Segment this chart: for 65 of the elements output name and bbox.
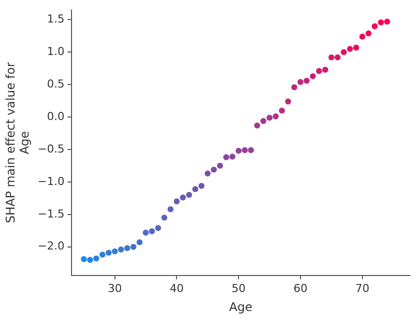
point	[148, 228, 155, 234]
y-tick-label: −1.0	[38, 174, 65, 188]
y-tick-label: −2.0	[38, 240, 65, 253]
x-tick-label: 70	[355, 282, 370, 295]
point	[291, 84, 298, 90]
point	[384, 18, 390, 25]
point	[155, 225, 162, 232]
x-tick-label: 40	[170, 282, 184, 295]
x-axis-title: Age	[229, 300, 252, 314]
point	[340, 49, 347, 56]
point	[93, 256, 100, 262]
point	[118, 246, 124, 252]
point	[130, 244, 136, 250]
x-tick-label: 60	[293, 282, 308, 295]
point	[266, 114, 273, 121]
x-tick-label: 50	[232, 282, 246, 295]
point	[192, 186, 198, 192]
point	[353, 44, 360, 51]
x-tick-label: 30	[108, 282, 122, 295]
point	[136, 239, 143, 246]
point	[161, 214, 168, 221]
point	[378, 19, 384, 26]
point	[124, 245, 130, 252]
point	[174, 198, 180, 204]
point	[223, 154, 230, 160]
point	[310, 73, 316, 80]
point	[112, 248, 118, 254]
point	[334, 54, 341, 60]
point	[106, 250, 112, 256]
point	[346, 46, 353, 52]
point	[204, 170, 211, 177]
point	[260, 118, 266, 124]
point	[99, 252, 106, 258]
point	[285, 98, 292, 104]
point	[297, 79, 304, 86]
point	[180, 194, 186, 201]
point	[366, 30, 372, 36]
y-tick-label: 1.5	[47, 12, 65, 26]
point	[80, 256, 87, 262]
y-tick-label: −0.5	[38, 142, 65, 156]
point	[186, 192, 192, 198]
point	[248, 147, 254, 154]
point	[359, 34, 366, 40]
y-tick-label: 1.0	[47, 45, 65, 58]
point	[272, 113, 279, 120]
point	[217, 162, 224, 169]
point	[322, 66, 328, 73]
y-tick-label: −1.5	[38, 207, 65, 220]
y-tick-label: 0.0	[47, 110, 65, 123]
point	[242, 147, 248, 154]
point	[328, 54, 334, 60]
point	[304, 78, 310, 84]
point	[142, 230, 149, 236]
point	[168, 206, 174, 212]
point	[254, 122, 260, 129]
point	[278, 108, 285, 114]
point	[236, 148, 242, 154]
point	[372, 23, 378, 30]
y-axis-title: SHAP main effect value for Age	[3, 62, 32, 224]
point	[87, 256, 94, 263]
point	[198, 182, 204, 189]
point	[316, 68, 322, 74]
point	[229, 154, 236, 160]
y-tick-label: 0.5	[47, 77, 65, 90]
point	[210, 166, 217, 173]
